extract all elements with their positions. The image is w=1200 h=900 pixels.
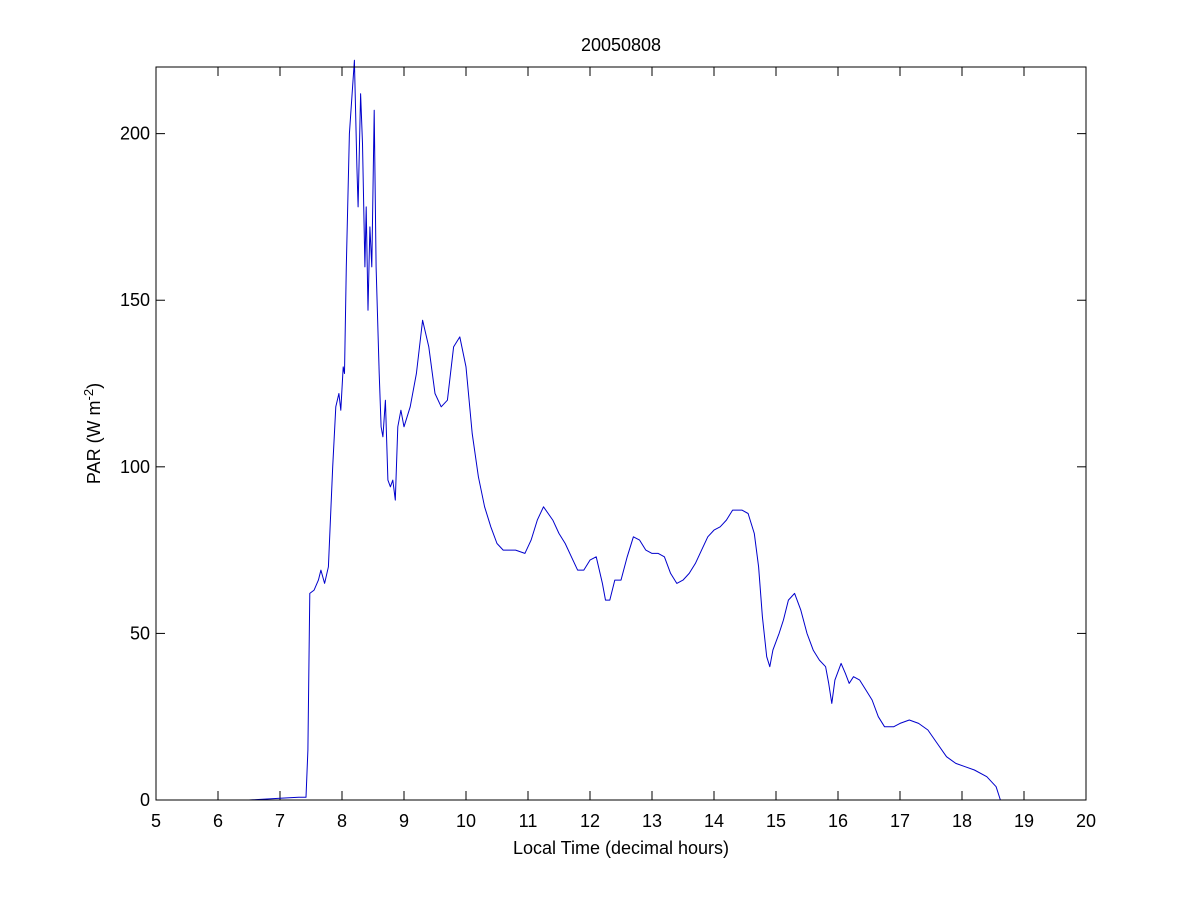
- y-axis-label-superscript: -2: [81, 389, 96, 401]
- x-tick-label: 5: [151, 811, 161, 831]
- x-tick-label: 7: [275, 811, 285, 831]
- x-tick-label: 16: [828, 811, 848, 831]
- x-tick-label: 17: [890, 811, 910, 831]
- x-tick-label: 11: [519, 811, 538, 831]
- x-axis-label: Local Time (decimal hours): [513, 838, 729, 858]
- y-tick-label: 0: [140, 790, 150, 810]
- y-tick-labels: 0 50 100 150 200: [120, 124, 150, 810]
- y-tick-label: 100: [120, 457, 150, 477]
- data-line: [202, 59, 1024, 801]
- plot-area: [156, 67, 1086, 800]
- y-tick-label: 150: [120, 290, 150, 310]
- x-tick-label: 6: [213, 811, 223, 831]
- y-axis-label-main: PAR (W m: [84, 400, 104, 484]
- plot-title: 20050808: [581, 35, 661, 55]
- y-tick-label: 200: [120, 124, 150, 144]
- y-axis-label-suffix: ): [84, 383, 104, 389]
- x-tick-label: 15: [766, 811, 786, 831]
- x-tick-label: 13: [642, 811, 662, 831]
- x-tick-label: 8: [337, 811, 347, 831]
- y-tick-label: 50: [130, 623, 150, 643]
- axis-ticks: [155, 67, 1087, 801]
- x-tick-labels: 5 6 7 8 9 10 11 12 13 14 15 16 17 18 19 20: [151, 811, 1096, 831]
- x-tick-label: 20: [1076, 811, 1096, 831]
- axes-frame: [155, 66, 1087, 801]
- x-tick-label: 9: [399, 811, 409, 831]
- y-axis-label: PAR (W m-2): [81, 383, 104, 484]
- x-tick-label: 12: [580, 811, 600, 831]
- x-tick-label: 14: [704, 811, 724, 831]
- x-tick-label: 19: [1014, 811, 1034, 831]
- x-tick-label: 10: [456, 811, 476, 831]
- x-tick-label: 18: [952, 811, 972, 831]
